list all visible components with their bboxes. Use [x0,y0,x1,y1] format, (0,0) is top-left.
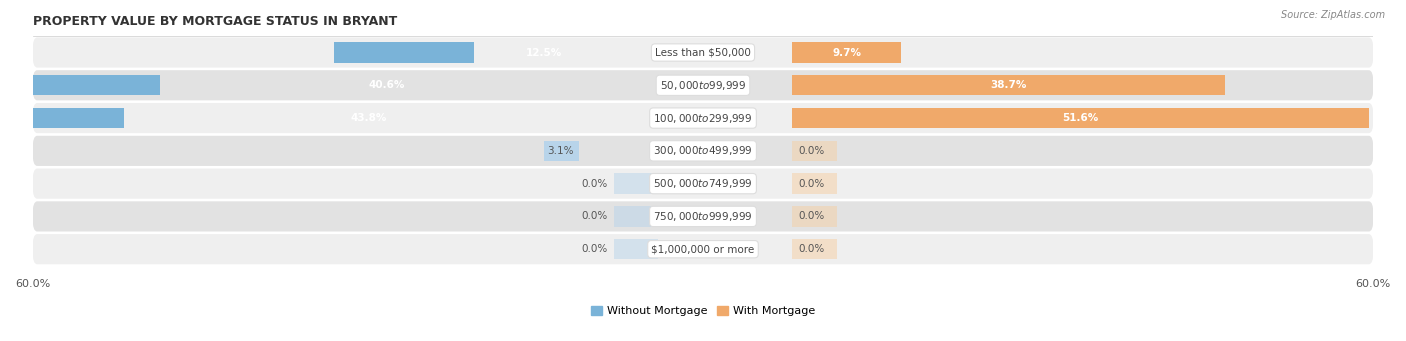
Bar [335,42,474,63]
Bar [613,174,658,194]
Bar [793,239,837,260]
Text: $50,000 to $99,999: $50,000 to $99,999 [659,79,747,92]
Text: 3.1%: 3.1% [547,146,574,156]
Text: 51.6%: 51.6% [1063,113,1098,123]
Text: 0.0%: 0.0% [582,179,607,189]
Text: 9.7%: 9.7% [832,47,860,58]
Bar [793,206,837,226]
Text: 0.0%: 0.0% [799,179,824,189]
Text: 0.0%: 0.0% [799,146,824,156]
Bar [0,75,160,95]
Text: PROPERTY VALUE BY MORTGAGE STATUS IN BRYANT: PROPERTY VALUE BY MORTGAGE STATUS IN BRY… [32,15,396,28]
Text: $750,000 to $999,999: $750,000 to $999,999 [654,210,752,223]
FancyBboxPatch shape [32,38,1374,68]
FancyBboxPatch shape [32,234,1374,264]
FancyBboxPatch shape [32,136,1374,166]
Text: 0.0%: 0.0% [582,211,607,221]
Bar [0,108,124,128]
Text: $100,000 to $299,999: $100,000 to $299,999 [654,112,752,124]
Text: $500,000 to $749,999: $500,000 to $749,999 [654,177,752,190]
Bar [793,42,901,63]
Bar [793,108,1369,128]
Text: 0.0%: 0.0% [582,244,607,254]
Text: 0.0%: 0.0% [799,244,824,254]
Text: 38.7%: 38.7% [990,80,1026,90]
Bar [793,75,1225,95]
FancyBboxPatch shape [32,103,1374,133]
Text: 12.5%: 12.5% [526,47,562,58]
FancyBboxPatch shape [32,201,1374,232]
Bar [613,206,658,226]
Text: Source: ZipAtlas.com: Source: ZipAtlas.com [1281,10,1385,20]
Bar [793,141,837,161]
Legend: Without Mortgage, With Mortgage: Without Mortgage, With Mortgage [586,301,820,321]
FancyBboxPatch shape [32,168,1374,199]
Text: $300,000 to $499,999: $300,000 to $499,999 [654,144,752,157]
Bar [613,239,658,260]
Text: $1,000,000 or more: $1,000,000 or more [651,244,755,254]
Text: 43.8%: 43.8% [350,113,387,123]
Bar [544,141,579,161]
Text: 0.0%: 0.0% [799,211,824,221]
FancyBboxPatch shape [32,70,1374,100]
Text: 40.6%: 40.6% [368,80,405,90]
Bar [793,174,837,194]
Text: Less than $50,000: Less than $50,000 [655,47,751,58]
